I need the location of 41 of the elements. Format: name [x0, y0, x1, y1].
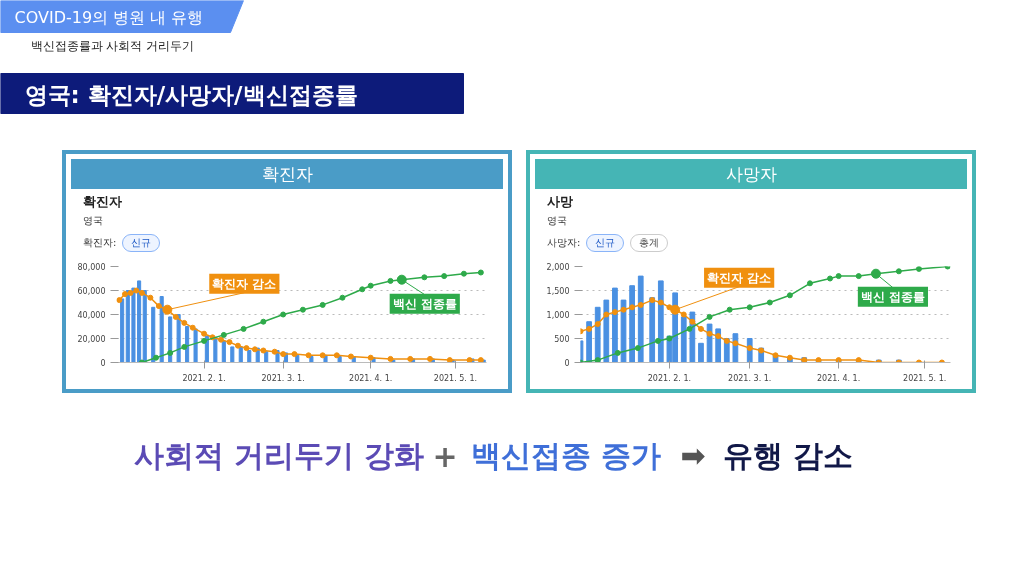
- y-tick-label: 0: [564, 359, 570, 368]
- x-tick-label: 2021. 2. 1.: [182, 373, 226, 383]
- x-tick-label: 2021. 3. 1.: [261, 373, 305, 383]
- chart-subtitle: 확진자: [83, 193, 123, 211]
- text: 신규: [586, 233, 625, 253]
- text: 영국: 확진자/사망자/백신접종률: [24, 81, 358, 108]
- text: 사망자:: [547, 236, 581, 248]
- x-tick-label: 2021. 5. 1.: [433, 373, 478, 383]
- y-tick-label: 20,000: [77, 335, 106, 344]
- text: 백신접종 증가: [470, 438, 661, 473]
- chart-title: 확진자: [71, 159, 503, 189]
- y-tick-label: 40,000: [77, 311, 106, 320]
- y-tick-label: 2,000: [546, 263, 570, 272]
- text: 영국: [83, 213, 104, 228]
- x-tick-label: 2021. 5. 1.: [903, 373, 947, 383]
- x-tick-label: 2021. 3. 1.: [728, 373, 772, 383]
- text: 확진자:: [83, 236, 117, 248]
- text: 영국: [547, 213, 568, 228]
- y-tick-label: 0: [100, 359, 106, 368]
- annotation: 백신 접종률: [392, 296, 457, 311]
- annotation: 확진자 감소: [212, 276, 277, 291]
- annotation: 확진자 감소: [707, 270, 772, 285]
- y-tick-label: 1,000: [546, 311, 570, 320]
- chart-title: 사망자: [535, 159, 967, 189]
- x-tick-label: 2021. 2. 1.: [647, 373, 692, 383]
- y-tick-label: 500: [554, 335, 570, 344]
- annotation: 백신 접종률: [860, 289, 926, 304]
- y-tick-label: 80,000: [77, 263, 106, 272]
- text: 사회적 거리두기 강화: [133, 438, 425, 473]
- x-tick-label: 2021. 4. 1.: [349, 373, 393, 383]
- text: COVID-19의 병원 내 유행: [14, 8, 204, 27]
- x-tick-label: 2021. 4. 1.: [817, 373, 861, 383]
- text: 백신접종률과 사회적 거리두기: [30, 38, 195, 53]
- chart-subtitle: 사망: [547, 193, 574, 211]
- text: 총계: [630, 233, 669, 253]
- y-tick-label: 1,500: [546, 287, 570, 296]
- text: 유행 감소: [722, 438, 853, 473]
- text: +: [432, 438, 458, 474]
- text: 신규: [122, 233, 161, 253]
- y-tick-label: 60,000: [77, 287, 106, 296]
- text: ➡: [680, 438, 706, 473]
